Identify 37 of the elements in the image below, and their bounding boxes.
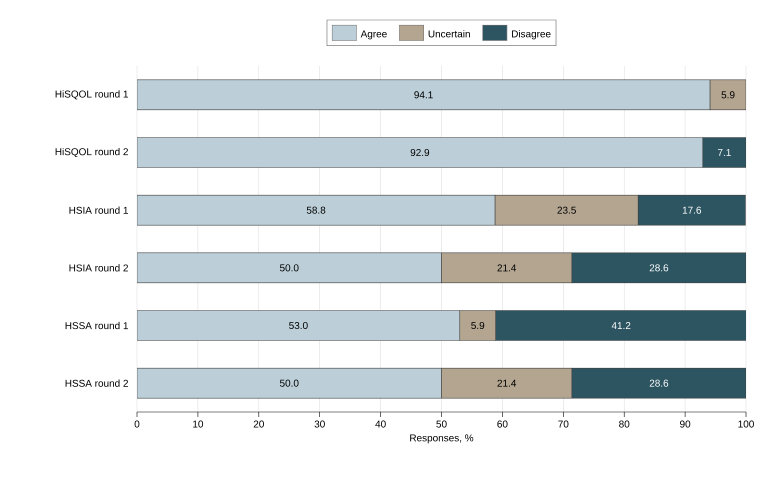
data-label: 21.4 [497, 264, 516, 272]
data-label: 92.9 [410, 148, 430, 156]
x-tick-label: 80 [619, 420, 630, 428]
data-label: 58.8 [306, 206, 326, 214]
data-label: 28.6 [650, 380, 668, 387]
data-label: 50.0 [280, 264, 299, 272]
data-label: 53.0 [289, 322, 308, 330]
y-tick-label: HSIA round 1 [69, 206, 128, 214]
x-tick-label: 20 [254, 420, 264, 428]
x-tick-label: 70 [558, 420, 568, 428]
x-tick-label: 50 [436, 420, 447, 428]
y-tick-label: HiSQOL round 1 [56, 90, 128, 100]
data-label: 5.9 [722, 91, 735, 98]
data-label: 17.6 [682, 206, 702, 214]
data-label: 41.2 [612, 322, 630, 329]
data-label: 28.6 [650, 264, 668, 272]
data-label: 50.0 [280, 380, 299, 387]
legend-label: Disagree [512, 30, 551, 40]
x-tick-label: 30 [314, 420, 325, 428]
x-tick-label: 10 [193, 420, 204, 428]
data-label: 94.1 [414, 91, 433, 98]
y-tick-label: HSSA round 2 [66, 380, 128, 387]
x-tick-label: 60 [497, 420, 508, 428]
y-tick-label: HiSQOL round 2 [56, 148, 128, 158]
x-tick-label: 100 [738, 420, 754, 428]
x-tick-label: 90 [680, 420, 690, 428]
legend-label: Agree [360, 30, 387, 40]
y-tick-label: HSSA round 1 [66, 322, 128, 330]
x-tick-label: 0 [134, 420, 140, 428]
x-axis-title: Responses, % [410, 434, 474, 444]
legend-label: Uncertain [428, 30, 470, 38]
y-tick-label: HSIA round 2 [69, 264, 128, 272]
data-label: 7.1 [718, 149, 731, 156]
data-label: 5.9 [471, 322, 484, 330]
data-label: 23.5 [557, 206, 576, 214]
x-tick-label: 40 [375, 420, 386, 428]
data-label: 21.4 [497, 380, 516, 387]
